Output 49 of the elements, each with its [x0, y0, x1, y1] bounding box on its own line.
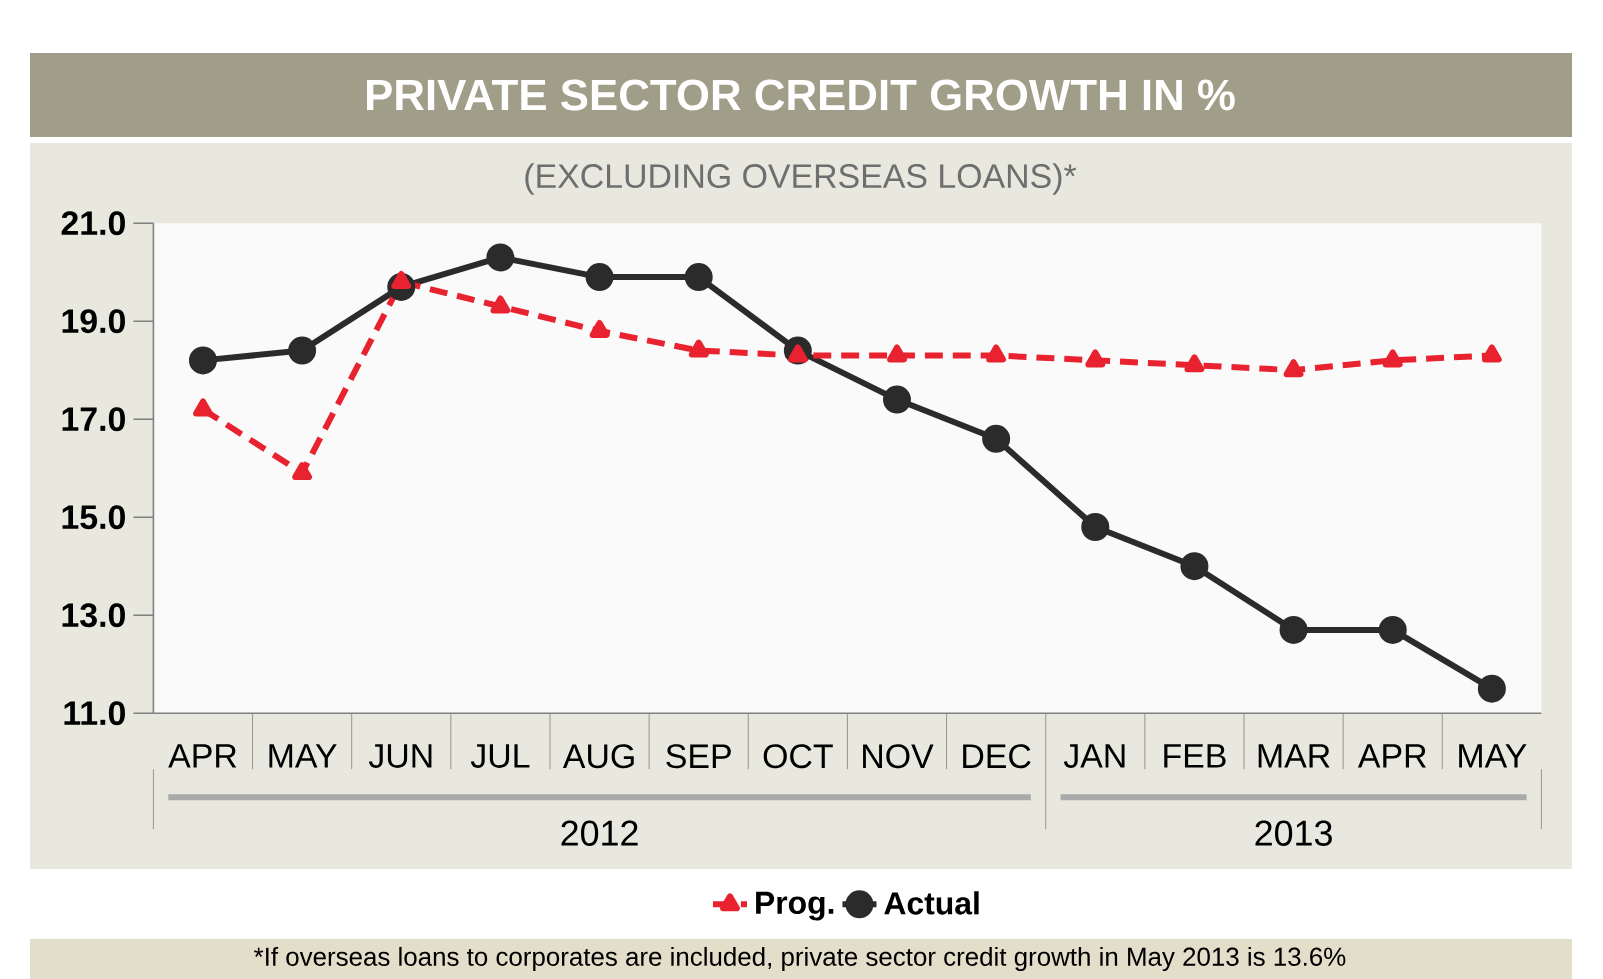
- point: [1378, 615, 1407, 644]
- point: [193, 398, 213, 417]
- legend-label: Prog.: [756, 891, 834, 921]
- point: [1283, 359, 1304, 378]
- x-tick-label: MAY: [1459, 744, 1527, 768]
- text: 2012: [561, 820, 638, 846]
- legend-label: Actual: [884, 891, 979, 915]
- y-tick-label: 21.0: [61, 211, 125, 236]
- y-tick-label: 13.0: [62, 603, 125, 628]
- y-tick-label: 15.0: [62, 505, 125, 530]
- point: [1085, 349, 1106, 368]
- point: [1382, 349, 1403, 368]
- x-tick-label: APR: [1357, 744, 1426, 768]
- point: [490, 295, 511, 314]
- text: *If overseas loans to corporates are included, private sector credit growth in May 2013 is 13.6%: [254, 946, 1346, 972]
- y-tick-label: 19.0: [62, 309, 125, 334]
- x-tick-label: FEB: [1164, 744, 1226, 768]
- x-tick-label: MAY: [269, 744, 337, 768]
- x-tick-label: AUG: [562, 744, 634, 769]
- x-tick-label: APR: [168, 744, 237, 768]
- x-tick-label: JAN: [1063, 744, 1125, 768]
- text: 2013: [1255, 820, 1332, 846]
- point: [1180, 552, 1209, 581]
- chart-title: PRIVATE SECTOR CREDIT GROWTH IN %: [367, 79, 1235, 111]
- y-tick-label: 11.0: [64, 701, 125, 726]
- point: [986, 344, 1007, 363]
- x-tick-label: OCT: [763, 744, 833, 769]
- x-tick-label: MAR: [1258, 744, 1330, 768]
- point: [1477, 674, 1506, 703]
- point: [887, 344, 907, 363]
- point: [486, 243, 515, 272]
- point: [589, 319, 610, 338]
- point: [288, 336, 317, 365]
- point: [982, 424, 1011, 453]
- point: [1184, 354, 1205, 373]
- point: [1081, 512, 1110, 541]
- x-tick-label: JUL: [470, 744, 530, 768]
- point: [1279, 615, 1308, 644]
- point: [1481, 344, 1502, 363]
- point: [188, 346, 217, 375]
- point: [688, 339, 709, 358]
- x-tick-label: NOV: [863, 744, 934, 769]
- x-tick-label: DEC: [963, 744, 1031, 769]
- x-tick-label: SEP: [666, 744, 731, 769]
- point: [292, 462, 313, 481]
- chart-subtitle: (EXCLUDING OVERSEAS LOANS)*: [525, 163, 1077, 195]
- y-tick-label: 17.0: [62, 407, 125, 432]
- x-tick-label: JUN: [368, 744, 432, 768]
- point: [882, 385, 911, 414]
